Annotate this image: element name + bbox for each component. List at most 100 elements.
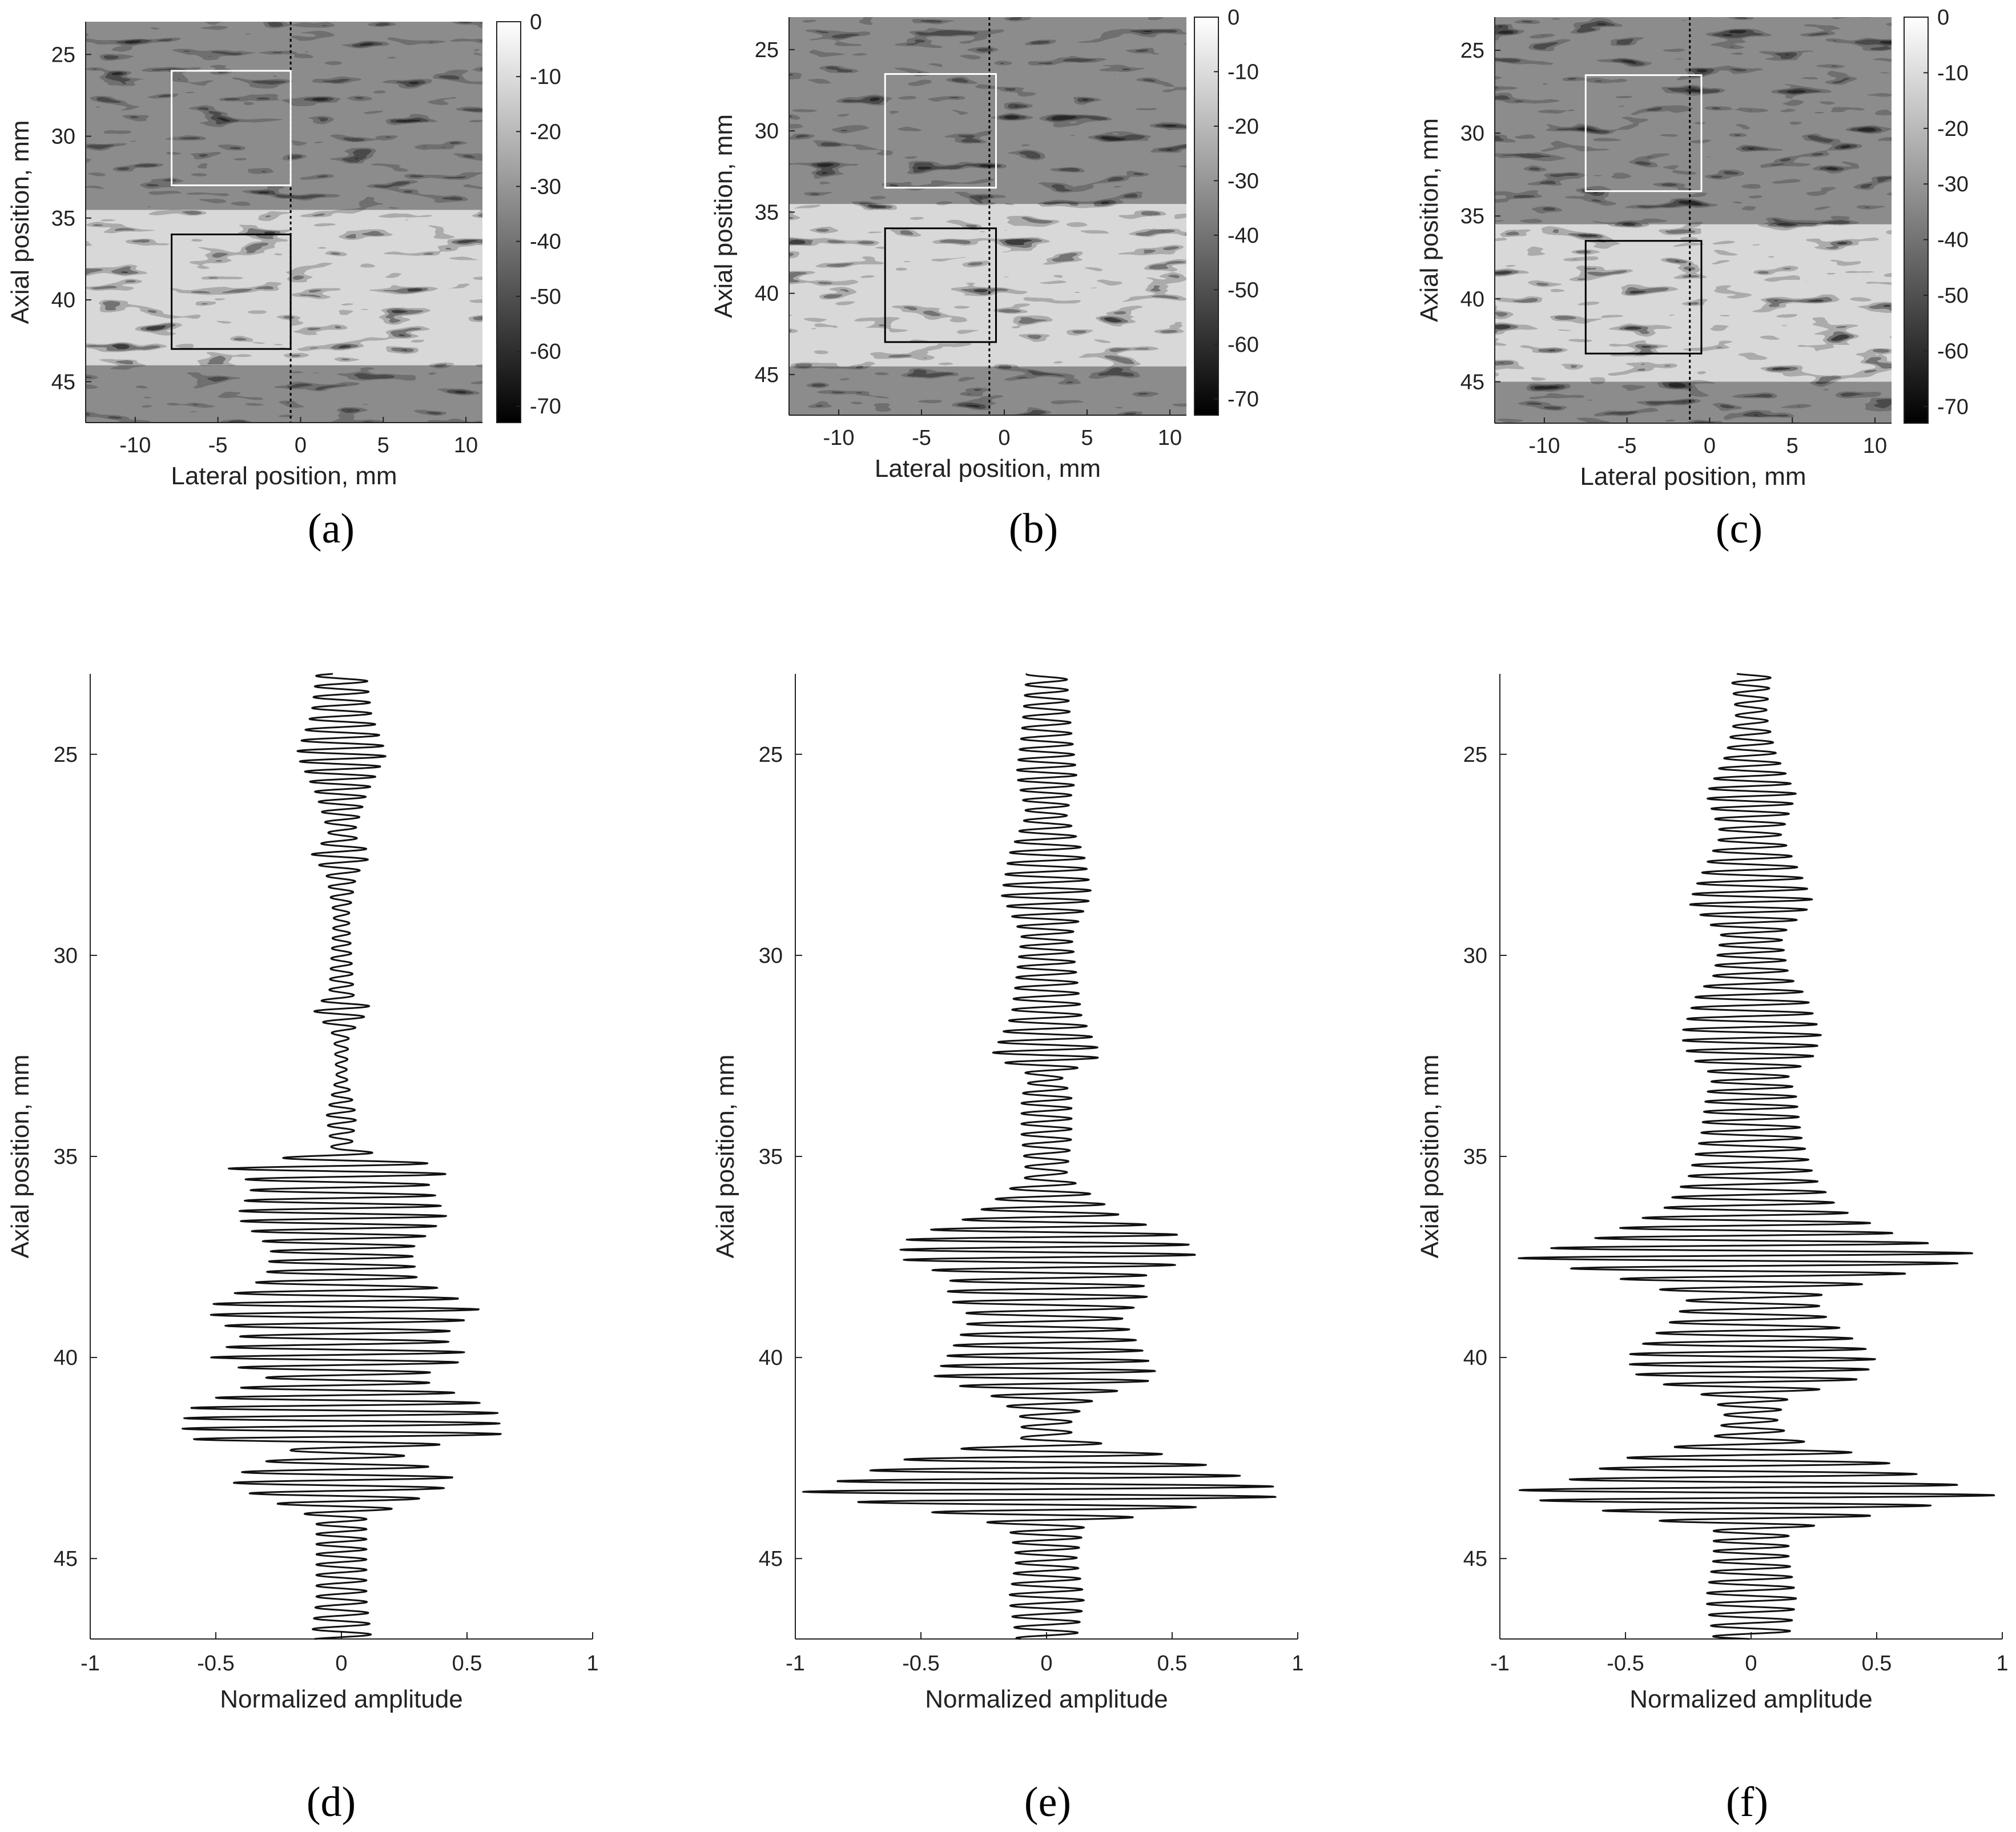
rf-signal-trace [1518, 673, 1995, 1640]
x-tick-label: 1 [1291, 1652, 1303, 1676]
colorbar-tick-label: -30 [1937, 172, 1969, 196]
colorbar-tick-label: -10 [1937, 61, 1969, 85]
x-tick-label: -1 [786, 1652, 805, 1676]
roi-box-upper [171, 70, 292, 187]
y-axis-label: Axial position, mm [1416, 1054, 1444, 1258]
y-tick-label: 35 [1463, 1145, 1487, 1169]
image-speckle [789, 17, 1186, 415]
colorbar-tick-label: -20 [1937, 117, 1969, 141]
colorbar-tick-label: -50 [1228, 278, 1259, 302]
y-axis-label: Axial position, mm [6, 120, 34, 324]
y-tick-label: 45 [1460, 370, 1484, 394]
x-tick-label: 5 [377, 433, 389, 457]
y-tick-label: 35 [1460, 204, 1484, 228]
panel-label-e: (e) [1024, 1779, 1071, 1826]
y-tick-label: 25 [755, 38, 779, 62]
x-tick-label: -1 [81, 1652, 100, 1676]
colorbar-tick-label: 0 [1228, 6, 1240, 30]
colorbar-tick-label: -40 [530, 230, 561, 254]
x-axis-label: Normalized amplitude [1629, 1685, 1873, 1713]
x-tick-label: -10 [119, 433, 151, 457]
y-tick-label: 25 [1460, 39, 1484, 63]
x-tick-label: 0 [1704, 434, 1716, 458]
colorbar-tick-label: -70 [1228, 387, 1259, 411]
colorbar [1904, 17, 1929, 424]
x-tick-label: -5 [912, 426, 931, 450]
x-axis-label: Lateral position, mm [875, 455, 1101, 483]
y-tick-label: 30 [54, 944, 78, 968]
y-tick-label: 35 [759, 1145, 783, 1169]
rf-line-panel-f: -1 -0.5 0 0.5 1 25 30 35 40 45 Normalized amplitud… [1416, 673, 2009, 1826]
colorbar-tick-label: -60 [1937, 339, 1969, 363]
colorbar-tick-label: -40 [1937, 228, 1969, 252]
y-tick-label: 30 [755, 119, 779, 143]
colorbar-tick-label: 0 [530, 10, 542, 34]
y-axis-label: Axial position, mm [6, 1054, 34, 1258]
colorbar-tick-label: -70 [530, 395, 561, 419]
x-tick-label: 0.5 [1157, 1652, 1188, 1676]
colorbar-tick-label: -60 [1228, 333, 1259, 357]
x-tick-label: -5 [208, 433, 228, 457]
x-tick-label: -0.5 [902, 1652, 939, 1676]
colorbar-tick-label: -60 [530, 340, 561, 364]
colorbar-tick-label: -20 [1228, 115, 1259, 139]
roi-box-lower [884, 227, 997, 343]
roi-box-lower [1584, 240, 1703, 355]
x-tick-label: 0 [1745, 1652, 1757, 1676]
colorbar-tick-label: -70 [1937, 395, 1969, 419]
colorbar-tick-label: -10 [1228, 60, 1259, 84]
x-axis-label: Normalized amplitude [925, 1685, 1168, 1713]
colorbar-tick-label: -20 [530, 120, 561, 144]
x-tick-label: 0.5 [1862, 1652, 1892, 1676]
y-tick-label: 25 [51, 43, 75, 67]
y-tick-label: 30 [51, 125, 75, 149]
x-tick-label: -5 [1617, 434, 1637, 458]
x-tick-label: 5 [1786, 434, 1798, 458]
rf-signal-trace [182, 673, 502, 1640]
x-tick-label: 10 [1158, 426, 1182, 450]
colorbar-tick-label: -50 [530, 285, 561, 309]
image-speckle [86, 22, 482, 423]
y-tick-label: 30 [1460, 122, 1484, 146]
colorbar-tick-label: -30 [530, 175, 561, 199]
x-tick-label: -10 [823, 426, 855, 450]
y-axis-label: Axial position, mm [711, 1054, 739, 1258]
roi-box-upper [1584, 74, 1703, 192]
x-tick-label: 5 [1081, 426, 1093, 450]
colorbar-tick-label: -40 [1228, 224, 1259, 248]
rf-line-panel-e: -1 -0.5 0 0.5 1 25 30 35 40 45 Normalized amplitud… [711, 673, 1304, 1826]
x-tick-label: 0 [998, 426, 1010, 450]
roi-box-lower [171, 233, 292, 350]
panel-label-c: (c) [1716, 505, 1763, 552]
y-tick-label: 40 [51, 288, 75, 312]
y-tick-label: 35 [54, 1145, 78, 1169]
x-tick-label: -1 [1490, 1652, 1510, 1676]
x-tick-label: -0.5 [1607, 1652, 1644, 1676]
x-axis-label: Normalized amplitude [220, 1685, 463, 1713]
y-tick-label: 45 [759, 1547, 783, 1571]
y-tick-label: 30 [759, 944, 783, 968]
colorbar-tick-label: -30 [1228, 169, 1259, 193]
y-tick-label: 25 [1463, 743, 1487, 767]
y-tick-label: 45 [54, 1547, 78, 1571]
x-tick-label: 1 [1996, 1652, 2008, 1676]
x-tick-label: -10 [1528, 434, 1560, 458]
panel-label-f: (f) [1726, 1779, 1768, 1826]
x-axis-label: Lateral position, mm [1580, 463, 1806, 491]
y-tick-label: 40 [1463, 1346, 1487, 1370]
x-tick-label: 10 [454, 433, 478, 457]
rf-line-panel-d: -1 -0.5 0 0.5 1 25 30 35 40 45 Normalized amplitud… [6, 673, 599, 1826]
x-axis-label: Lateral position, mm [171, 462, 397, 490]
y-tick-label: 35 [51, 207, 75, 231]
y-tick-label: 45 [1463, 1547, 1487, 1571]
y-tick-label: 35 [755, 200, 779, 224]
colorbar [1194, 17, 1219, 416]
y-tick-label: 25 [759, 743, 783, 767]
y-tick-label: 40 [755, 282, 779, 306]
colorbar [496, 21, 521, 423]
colorbar-tick-label: 0 [1937, 6, 1949, 30]
colorbar-tick-label: -10 [530, 65, 561, 89]
